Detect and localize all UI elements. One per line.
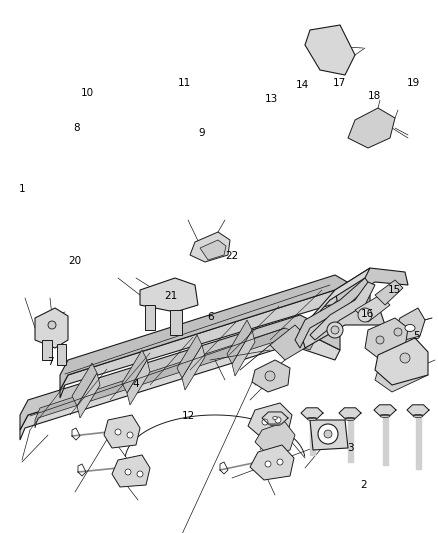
Polygon shape <box>227 320 252 364</box>
Polygon shape <box>232 330 255 376</box>
Polygon shape <box>310 282 375 340</box>
Text: 4: 4 <box>132 379 139 389</box>
Polygon shape <box>35 328 315 428</box>
Polygon shape <box>252 360 290 392</box>
Polygon shape <box>310 420 348 450</box>
Text: 22: 22 <box>226 251 239 261</box>
Polygon shape <box>335 268 408 305</box>
Ellipse shape <box>405 325 415 332</box>
Polygon shape <box>177 335 202 378</box>
Circle shape <box>48 321 56 329</box>
Text: 11: 11 <box>177 78 191 87</box>
Text: 2: 2 <box>360 480 367 490</box>
Polygon shape <box>72 363 97 406</box>
Circle shape <box>358 308 372 322</box>
Circle shape <box>262 419 268 425</box>
Circle shape <box>324 430 332 438</box>
Circle shape <box>125 469 131 475</box>
Polygon shape <box>270 325 305 360</box>
Text: 10: 10 <box>81 88 94 98</box>
Ellipse shape <box>273 417 277 419</box>
Text: 8: 8 <box>73 123 80 133</box>
Text: 5: 5 <box>413 331 420 341</box>
Polygon shape <box>60 275 370 390</box>
Text: 6: 6 <box>207 312 214 322</box>
Text: 1: 1 <box>18 184 25 194</box>
Polygon shape <box>182 345 205 390</box>
Polygon shape <box>35 308 68 348</box>
Polygon shape <box>375 352 428 392</box>
Polygon shape <box>248 403 292 438</box>
Polygon shape <box>250 445 294 480</box>
Polygon shape <box>170 310 182 335</box>
Polygon shape <box>305 25 355 75</box>
Polygon shape <box>300 305 385 348</box>
Polygon shape <box>57 344 66 365</box>
Ellipse shape <box>413 415 423 417</box>
Text: 16: 16 <box>361 310 374 319</box>
Polygon shape <box>127 360 150 405</box>
Text: 18: 18 <box>368 91 381 101</box>
Circle shape <box>265 371 275 381</box>
Polygon shape <box>374 405 396 415</box>
Text: 17: 17 <box>333 78 346 87</box>
Polygon shape <box>200 240 226 260</box>
Circle shape <box>127 432 133 438</box>
Polygon shape <box>339 408 361 418</box>
Text: 19: 19 <box>407 78 420 87</box>
Text: 20: 20 <box>68 256 81 266</box>
Polygon shape <box>262 412 288 424</box>
Polygon shape <box>60 290 370 398</box>
Polygon shape <box>301 408 323 418</box>
Polygon shape <box>112 455 150 487</box>
Text: 9: 9 <box>198 128 205 138</box>
Text: 7: 7 <box>47 358 54 367</box>
Polygon shape <box>355 295 390 322</box>
Ellipse shape <box>345 417 355 421</box>
Polygon shape <box>295 268 370 340</box>
Polygon shape <box>295 278 370 348</box>
Circle shape <box>275 417 281 423</box>
Polygon shape <box>145 305 155 330</box>
Polygon shape <box>140 278 198 312</box>
Polygon shape <box>375 338 428 385</box>
Polygon shape <box>190 232 230 262</box>
Polygon shape <box>365 318 408 358</box>
Circle shape <box>400 353 410 363</box>
Text: 14: 14 <box>296 80 309 90</box>
Circle shape <box>318 424 338 444</box>
Polygon shape <box>20 330 340 440</box>
Polygon shape <box>20 315 340 430</box>
Polygon shape <box>255 422 295 455</box>
Circle shape <box>115 429 121 435</box>
Polygon shape <box>77 373 100 418</box>
Ellipse shape <box>307 417 317 421</box>
Polygon shape <box>348 108 395 148</box>
Polygon shape <box>407 405 429 415</box>
Polygon shape <box>395 308 425 340</box>
Polygon shape <box>375 280 403 305</box>
Circle shape <box>327 322 343 338</box>
Text: 21: 21 <box>164 291 177 301</box>
Polygon shape <box>42 340 52 360</box>
Text: 12: 12 <box>182 411 195 421</box>
Polygon shape <box>104 415 140 448</box>
Ellipse shape <box>268 422 282 426</box>
Circle shape <box>376 336 384 344</box>
Text: 15: 15 <box>388 286 401 295</box>
Text: 3: 3 <box>347 443 354 453</box>
Circle shape <box>137 471 143 477</box>
Circle shape <box>265 461 271 467</box>
Ellipse shape <box>380 415 390 417</box>
Circle shape <box>277 459 283 465</box>
Polygon shape <box>122 350 147 393</box>
Text: 13: 13 <box>265 94 278 103</box>
Circle shape <box>331 326 339 334</box>
Circle shape <box>394 328 402 336</box>
